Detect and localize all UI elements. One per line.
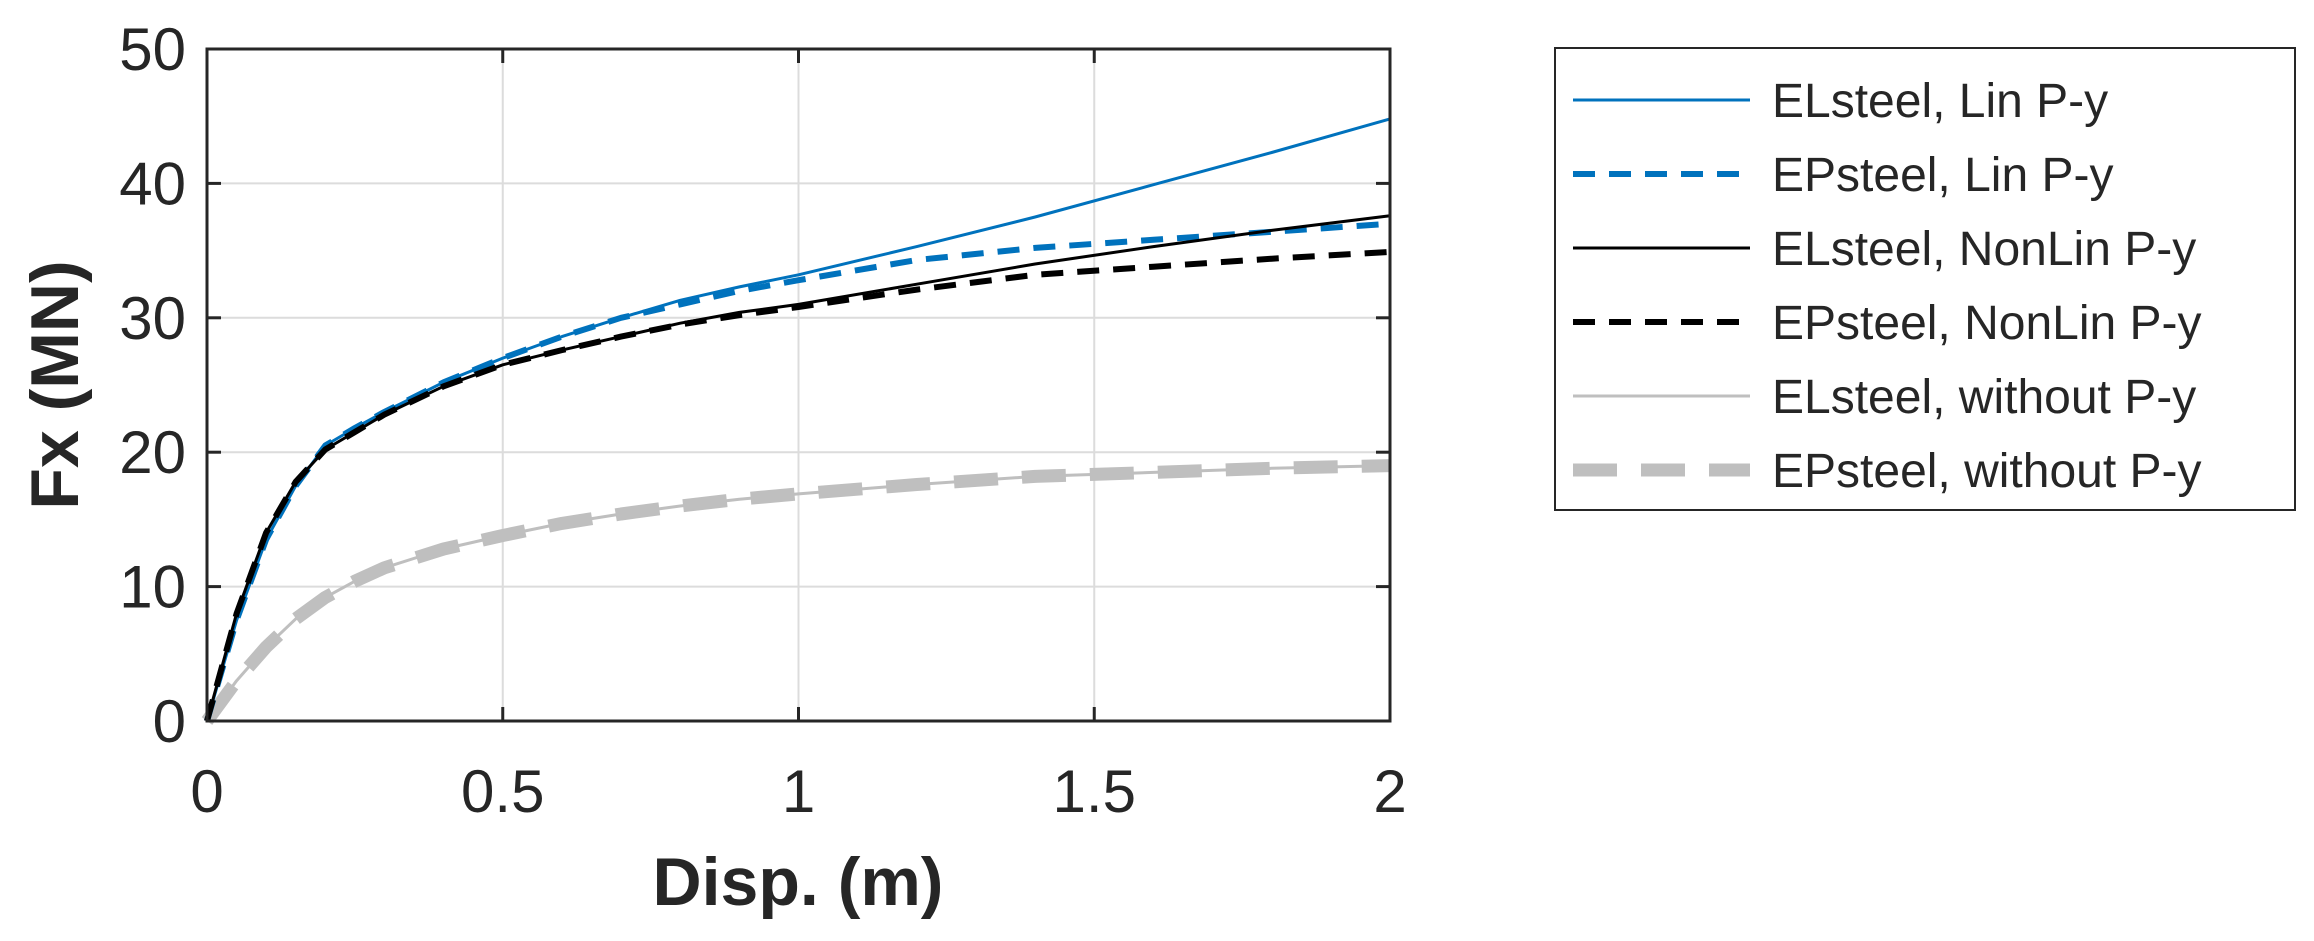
x-tick-label: 0 (190, 758, 223, 825)
x-tick-label: 1 (782, 758, 815, 825)
legend-items: ELsteel, Lin P-y EPsteel, Lin P-y ELsteel,… (1573, 75, 2202, 498)
x-tick-label: 0.5 (461, 758, 544, 825)
y-tick-label: 0 (153, 688, 186, 755)
legend-label: ELsteel, Lin P-y (1772, 75, 2108, 128)
y-axis-label: Fx (MN) (17, 260, 93, 509)
legend-label: ELsteel, without P-y (1772, 371, 2196, 424)
legend-label: EPsteel, NonLin P-y (1772, 297, 2202, 350)
y-tick-label: 50 (119, 16, 186, 83)
series-line-4 (204, 248, 1391, 722)
legend-label: EPsteel, Lin P-y (1772, 149, 2113, 202)
legend: ELsteel, Lin P-y EPsteel, Lin P-y ELsteel,… (1554, 47, 2296, 511)
x-tick-label: 2 (1373, 758, 1406, 825)
y-tick-label: 30 (119, 285, 186, 352)
series-lines (201, 117, 1391, 725)
y-tick-label: 20 (119, 419, 186, 486)
y-tick-label: 10 (119, 554, 186, 621)
series-line-6 (201, 459, 1391, 725)
tick-marks (205, 47, 1392, 723)
legend-box (1554, 47, 2296, 511)
legend-label: ELsteel, NonLin P-y (1772, 223, 2196, 276)
x-axis-label: Disp. (m) (653, 844, 944, 920)
grid-lines (207, 49, 1390, 721)
legend-label: EPsteel, without P-y (1772, 445, 2202, 498)
x-tick-label: 1.5 (1053, 758, 1136, 825)
y-tick-label: 40 (119, 150, 186, 217)
